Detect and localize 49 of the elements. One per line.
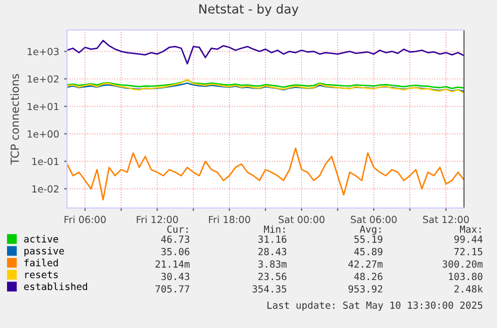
line-series	[67, 79, 464, 90]
legend-label: established	[24, 282, 88, 290]
text: 35.06	[161, 248, 190, 256]
text: 42.27m	[348, 260, 383, 268]
y-tick-label: 1e+01	[28, 102, 58, 110]
legend-label: active	[24, 235, 58, 243]
text: Max:	[460, 226, 481, 233]
chart-title: Netstat - by day	[199, 4, 298, 16]
x-tick-label: Fri 06:00	[64, 216, 106, 224]
text: 46.73	[161, 235, 190, 243]
text: 55.19	[354, 235, 382, 243]
text: 30.43	[161, 272, 190, 280]
y-axis-title: TCP connections	[10, 74, 19, 165]
legend-label: resets	[25, 271, 58, 278]
text: 28.43	[258, 248, 286, 256]
x-tick-label: Sat 12:00	[423, 216, 469, 224]
text: Cur:	[167, 225, 188, 233]
x-tick-label: Sat 00:00	[278, 216, 324, 224]
text: 300.20m	[442, 260, 483, 268]
legend-label: failed	[24, 258, 58, 266]
text: 3.83m	[258, 260, 287, 268]
text: 21.14m	[156, 260, 190, 268]
text: 2.48k	[454, 285, 483, 293]
x-tick-label: Fri 12:00	[136, 216, 178, 224]
line-series	[67, 148, 464, 200]
y-tick-label: 1e-02	[32, 185, 58, 193]
y-tick-label: 1e+00	[28, 130, 59, 138]
text: 705.77	[156, 285, 190, 293]
text: 103.80	[449, 272, 482, 280]
text: Avg:	[360, 226, 381, 235]
y-tick-label: 1e-01	[32, 158, 58, 166]
text: Last update: Sat May 10 13:30:00 2025	[267, 301, 482, 311]
text: 31.16	[258, 235, 286, 243]
text: 953.92	[348, 285, 382, 293]
legend-label: passive	[24, 246, 64, 256]
text: 99.44	[454, 235, 483, 243]
text: Min:	[264, 225, 285, 233]
text: 45.89	[354, 248, 382, 256]
text: 354.35	[252, 285, 286, 293]
x-tick-label: Sat 06:00	[350, 216, 397, 224]
line-series	[67, 40, 464, 64]
text: 48.26	[354, 272, 382, 280]
text: 72.15	[454, 248, 482, 256]
line-series	[67, 78, 464, 94]
y-tick-label: 1e+02	[28, 75, 58, 83]
y-tick-label: 1e+03	[28, 48, 59, 56]
text: 23.56	[258, 272, 286, 280]
x-tick-label: Fri 18:00	[209, 216, 250, 224]
line-series	[67, 82, 464, 92]
